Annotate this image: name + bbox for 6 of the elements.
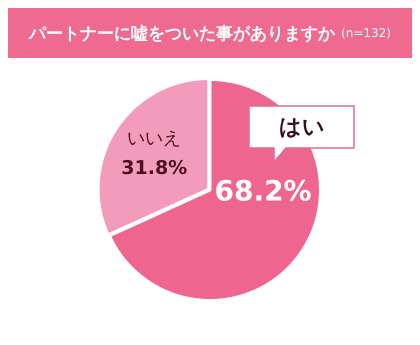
slice-label: いいえ bbox=[127, 128, 182, 149]
slice-label: はい bbox=[278, 114, 326, 142]
data-label: 31.8% bbox=[121, 157, 188, 180]
text: (n=132) bbox=[341, 26, 391, 40]
data-label: 68.2% bbox=[214, 174, 312, 208]
chart-title: パートナーに嘘をついた事がありますか bbox=[29, 22, 336, 44]
